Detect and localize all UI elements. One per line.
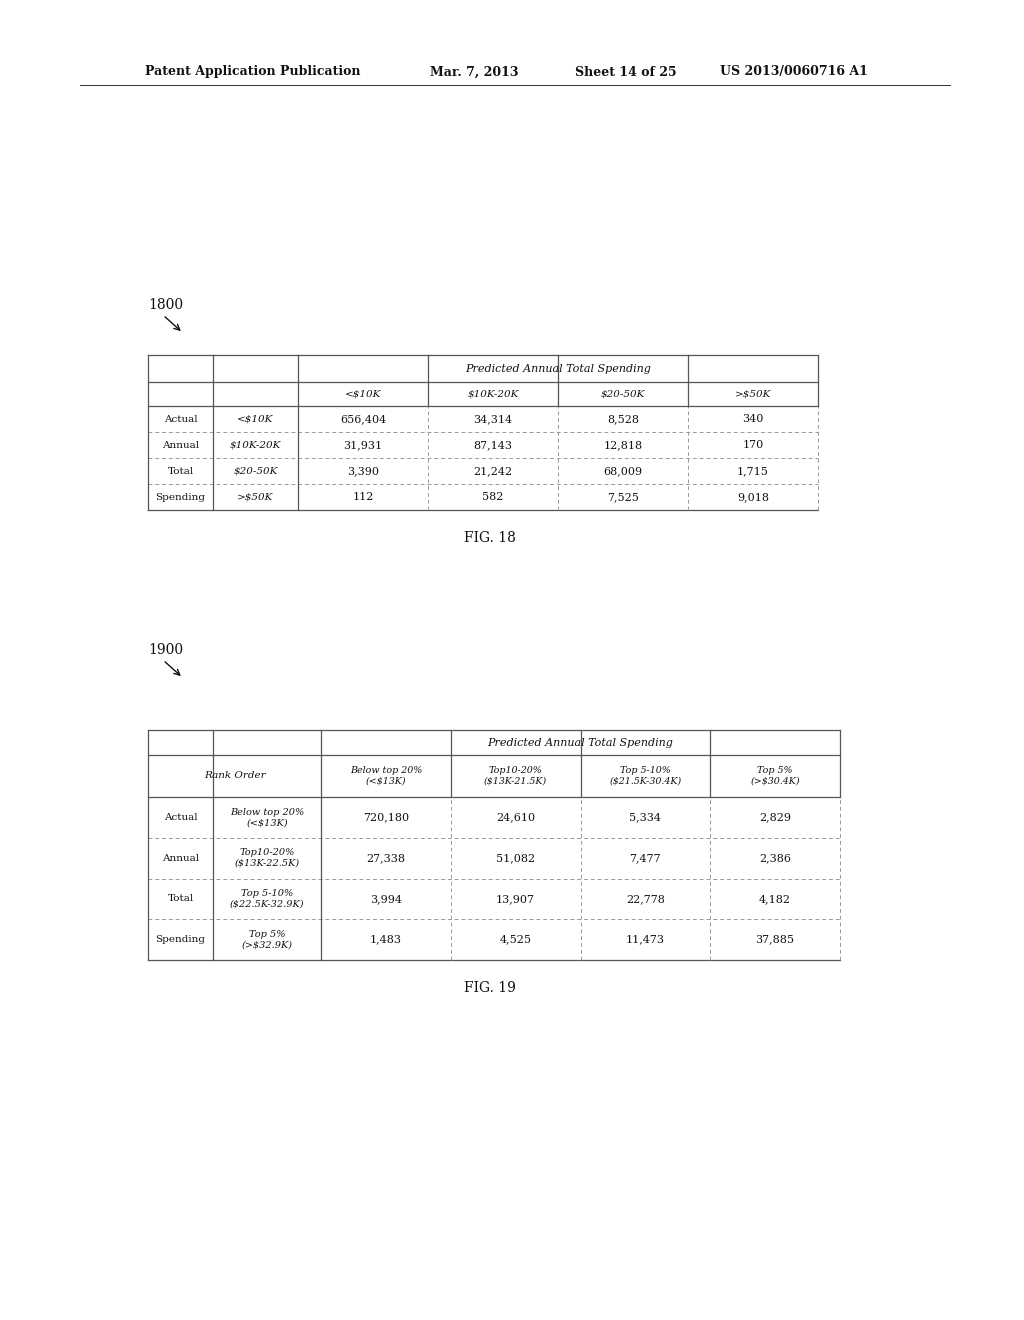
Text: 1,483: 1,483: [370, 935, 401, 945]
Text: Mar. 7, 2013: Mar. 7, 2013: [430, 66, 518, 78]
Text: 51,082: 51,082: [496, 853, 536, 863]
Text: $10K-20K: $10K-20K: [467, 389, 519, 399]
Text: 9,018: 9,018: [737, 492, 769, 502]
Text: 1,715: 1,715: [737, 466, 769, 477]
Text: Top 5-10%
($22.5K-32.9K): Top 5-10% ($22.5K-32.9K): [229, 890, 304, 908]
Text: 12,818: 12,818: [603, 440, 643, 450]
Text: 4,182: 4,182: [759, 894, 792, 904]
Text: 7,525: 7,525: [607, 492, 639, 502]
Text: Below top 20%
(<$13K): Below top 20% (<$13K): [229, 808, 304, 828]
Text: 7,477: 7,477: [630, 853, 662, 863]
Text: Predicted Annual Total Spending: Predicted Annual Total Spending: [487, 738, 674, 747]
Text: Top 5-10%
($21.5K-30.4K): Top 5-10% ($21.5K-30.4K): [609, 767, 682, 785]
Text: Predicted Annual Total Spending: Predicted Annual Total Spending: [465, 363, 651, 374]
Text: <$10K: <$10K: [238, 414, 273, 424]
Text: Annual: Annual: [162, 854, 199, 863]
Text: 2,386: 2,386: [759, 853, 792, 863]
Text: 11,473: 11,473: [626, 935, 665, 945]
Text: Actual: Actual: [164, 414, 198, 424]
Text: Actual: Actual: [164, 813, 198, 822]
Text: Spending: Spending: [156, 935, 206, 944]
Text: 170: 170: [742, 440, 764, 450]
Text: 27,338: 27,338: [367, 853, 406, 863]
Text: 340: 340: [742, 414, 764, 424]
Text: $10K-20K: $10K-20K: [229, 441, 282, 450]
Text: 31,931: 31,931: [343, 440, 383, 450]
Text: 34,314: 34,314: [473, 414, 513, 424]
Text: 4,525: 4,525: [500, 935, 531, 945]
Text: 87,143: 87,143: [473, 440, 512, 450]
Text: US 2013/0060716 A1: US 2013/0060716 A1: [720, 66, 868, 78]
Text: 1800: 1800: [148, 298, 183, 312]
Text: Rank Order: Rank Order: [204, 771, 265, 780]
Text: 5,334: 5,334: [630, 812, 662, 822]
Text: FIG. 19: FIG. 19: [464, 981, 516, 995]
Text: 3,994: 3,994: [370, 894, 401, 904]
Text: >$50K: >$50K: [735, 389, 771, 399]
Text: 1900: 1900: [148, 643, 183, 657]
Text: <$10K: <$10K: [345, 389, 381, 399]
Text: 656,404: 656,404: [340, 414, 386, 424]
Text: Patent Application Publication: Patent Application Publication: [145, 66, 360, 78]
Text: Sheet 14 of 25: Sheet 14 of 25: [575, 66, 677, 78]
Text: 13,907: 13,907: [496, 894, 536, 904]
Text: 2,829: 2,829: [759, 812, 792, 822]
Text: Below top 20%
(<$13K): Below top 20% (<$13K): [350, 767, 422, 785]
Text: Top 5%
(>$32.9K): Top 5% (>$32.9K): [242, 929, 293, 949]
Text: 37,885: 37,885: [756, 935, 795, 945]
Text: 8,528: 8,528: [607, 414, 639, 424]
Text: 21,242: 21,242: [473, 466, 513, 477]
Text: FIG. 18: FIG. 18: [464, 531, 516, 545]
Text: 22,778: 22,778: [626, 894, 665, 904]
Text: 112: 112: [352, 492, 374, 502]
Text: Total: Total: [167, 895, 194, 903]
Text: >$50K: >$50K: [238, 492, 273, 502]
Text: 3,390: 3,390: [347, 466, 379, 477]
Text: 68,009: 68,009: [603, 466, 643, 477]
Text: $20-50K: $20-50K: [233, 466, 278, 475]
Text: 720,180: 720,180: [362, 812, 409, 822]
Text: Top10-20%
($13K-22.5K): Top10-20% ($13K-22.5K): [234, 849, 300, 867]
Text: Top 5%
(>$30.4K): Top 5% (>$30.4K): [751, 767, 800, 785]
Text: Total: Total: [167, 466, 194, 475]
Text: 582: 582: [482, 492, 504, 502]
Text: $20-50K: $20-50K: [601, 389, 645, 399]
Text: Top10-20%
($13K-21.5K): Top10-20% ($13K-21.5K): [484, 767, 547, 785]
Text: 24,610: 24,610: [496, 812, 536, 822]
Text: Spending: Spending: [156, 492, 206, 502]
Text: Annual: Annual: [162, 441, 199, 450]
